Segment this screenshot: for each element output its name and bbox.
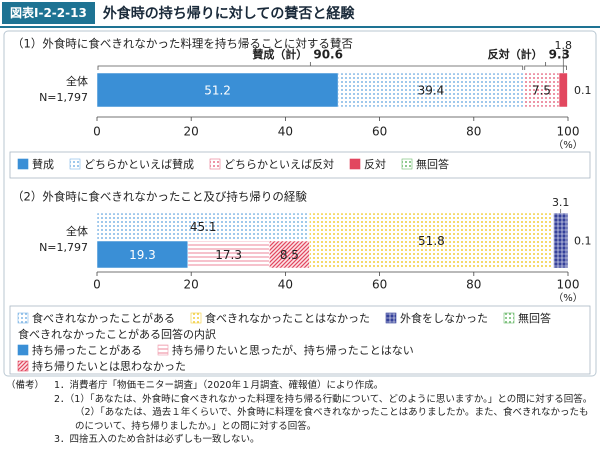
- bar-segment: [523, 72, 560, 108]
- note: 1．消費者庁「物価モニター調査」（2020年１月調査、確報値）により作成。: [54, 380, 384, 391]
- total-value: 9.3: [549, 48, 570, 62]
- total-bracket: [97, 62, 524, 70]
- value-label: 45.1: [190, 220, 217, 234]
- legend-swatch: [17, 312, 29, 324]
- total-label: 反対（計）: [488, 47, 543, 61]
- legend-label: 食べきれなかったことはなかった: [205, 311, 370, 325]
- legend-label: 外食をしなかった: [400, 311, 488, 325]
- legend-swatch: [209, 158, 221, 170]
- legend-swatch: [349, 158, 361, 170]
- bar-segment: [558, 72, 568, 108]
- value-label: 3.1: [552, 196, 570, 209]
- legend-label: 食べきれなかったことがある: [32, 311, 175, 325]
- legend-swatch: [17, 344, 29, 356]
- note: 2．（1）「あなたは、外食時に食べきれなかった料理を持ち帰る行動について、どのよ…: [54, 393, 593, 405]
- legend-label: 無回答: [518, 311, 551, 325]
- total-value: 90.6: [313, 48, 343, 62]
- bar-segment: [269, 240, 310, 269]
- legend-label: 無回答: [416, 157, 449, 171]
- legend-swatch: [190, 312, 202, 324]
- x-tick-label: 100: [557, 125, 580, 139]
- legend-swatch: [401, 158, 413, 170]
- x-tick-label: 60: [372, 278, 387, 292]
- value-label: 19.3: [129, 248, 156, 262]
- x-tick-label: 20: [184, 125, 199, 139]
- value-label: 8.5: [280, 248, 299, 262]
- sample-size: N=1,797: [39, 91, 88, 104]
- legend-box: [9, 151, 591, 179]
- value-label: 0.1: [574, 84, 592, 97]
- x-unit: （%）: [553, 292, 583, 304]
- x-tick-label: 80: [466, 278, 481, 292]
- legend-label: 持ち帰りたいと思ったが、持ち帰ったことはない: [172, 343, 414, 357]
- bar-segment: [309, 212, 554, 269]
- legend-swatch: [17, 158, 29, 170]
- x-tick-label: 0: [93, 125, 101, 139]
- note: （2）「あなたは、過去１年くらいで、外食時に料理を食べきれなかったことはありまし…: [75, 407, 589, 432]
- x-tick-label: 60: [372, 125, 387, 139]
- legend-label: 反対: [364, 157, 386, 171]
- value-label: 51.8: [418, 234, 445, 248]
- category-label: 全体: [66, 74, 88, 88]
- bar-segment: [187, 240, 270, 269]
- legend-swatch: [503, 312, 515, 324]
- value-label: 39.4: [418, 84, 445, 98]
- value-label: 1.8: [555, 39, 573, 52]
- bar-segment: [96, 240, 189, 269]
- note: 3．四捨五入のため合計は必ずしも一致しない。: [54, 434, 260, 445]
- sample-size: N=1,797: [39, 241, 88, 254]
- legend-label: どちらかといえば反対: [224, 157, 334, 171]
- legend-title: 食べきれなかったことがある回答の内訳: [18, 327, 216, 341]
- value-label: 51.2: [204, 84, 231, 98]
- x-tick-label: 40: [278, 125, 293, 139]
- chart-subtitle: （2）外食時に食べきれなかったこと及び持ち帰りの経験: [12, 190, 307, 204]
- legend-label: 持ち帰りたいとは思わなかった: [32, 359, 186, 373]
- legend-box: [9, 305, 591, 375]
- legend-label: どちらかといえば賛成: [84, 157, 194, 171]
- value-label: 0.1: [574, 235, 592, 248]
- bar-segment: [337, 72, 524, 108]
- x-tick-label: 100: [557, 278, 580, 292]
- value-label: 17.3: [215, 248, 242, 262]
- header: 図表Ⅰ-2-2-13 外食時の持ち帰りに対しての賛否と経験: [0, 0, 600, 28]
- notes-list: 1．消費者庁「物価モニター調査」（2020年１月調査、確報値）により作成。 2．…: [46, 379, 594, 447]
- notes: （備考） 1．消費者庁「物価モニター調査」（2020年１月調査、確報値）により作…: [6, 379, 594, 447]
- chart-subtitle: （1）外食時に食べきれなかった料理を持ち帰ることに対する賛否: [12, 37, 353, 51]
- x-unit: （%）: [553, 139, 583, 151]
- legend-label: 持ち帰ったことがある: [32, 343, 142, 357]
- x-tick-label: 20: [184, 278, 199, 292]
- x-tick-label: 0: [93, 278, 101, 292]
- legend-swatch: [17, 360, 29, 372]
- bar-segment: [96, 72, 339, 108]
- bar-segment: [553, 212, 569, 269]
- value-label: 7.5: [532, 84, 551, 98]
- figure-title: 外食時の持ち帰りに対しての賛否と経験: [102, 6, 355, 22]
- legend-swatch: [385, 312, 397, 324]
- category-label: 全体: [66, 224, 88, 238]
- total-bracket: [524, 62, 567, 70]
- x-tick-label: 80: [466, 125, 481, 139]
- legend-label: 賛成: [32, 157, 54, 171]
- x-tick-label: 40: [278, 278, 293, 292]
- legend-swatch: [69, 158, 81, 170]
- legend-swatch: [157, 344, 169, 356]
- total-label: 賛成（計）: [252, 47, 307, 61]
- notes-label: （備考）: [6, 380, 45, 391]
- figure-label: 図表Ⅰ-2-2-13: [2, 2, 95, 24]
- bar-segment: [96, 212, 310, 241]
